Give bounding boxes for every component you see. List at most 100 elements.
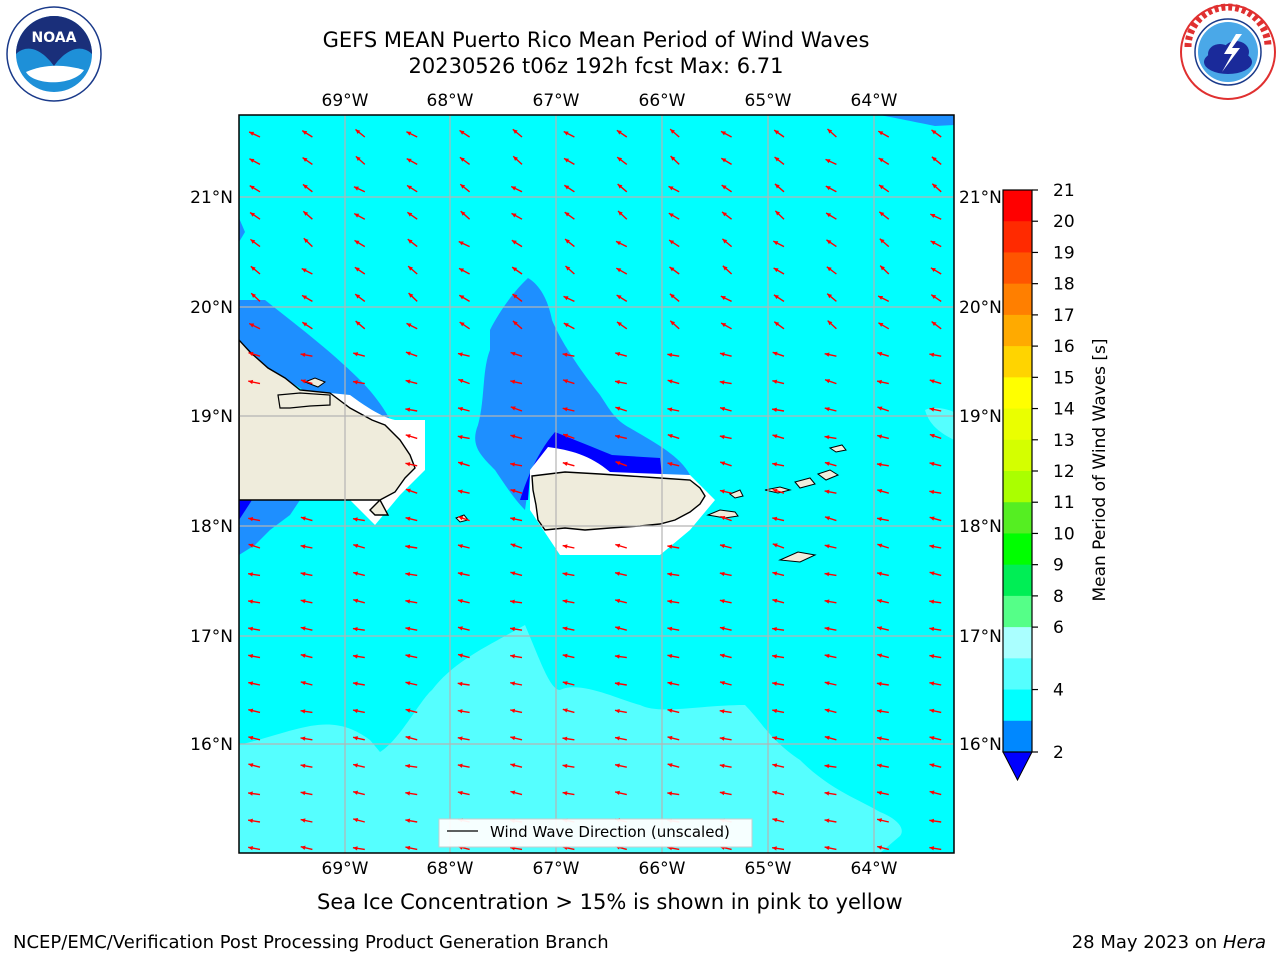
wave-direction-arrow <box>719 434 732 440</box>
wave-direction-arrow <box>512 128 523 138</box>
wave-direction-arrow <box>719 489 732 494</box>
wave-direction-arrow <box>459 321 470 330</box>
wave-direction-arrow <box>510 681 523 686</box>
wave-direction-arrow <box>670 155 680 165</box>
wave-direction-arrow <box>876 598 889 604</box>
wave-direction-arrow <box>721 211 733 220</box>
wave-direction-arrow <box>827 320 837 330</box>
wave-direction-arrow <box>772 681 785 686</box>
wave-direction-arrow <box>772 571 785 577</box>
wave-direction-arrow <box>876 517 889 522</box>
wave-direction-arrow <box>405 379 418 385</box>
wave-direction-arrow <box>460 210 471 220</box>
wave-direction-arrow <box>405 488 418 494</box>
colorbar-segment <box>1003 346 1032 378</box>
lat-label-left: 20°N <box>190 298 233 318</box>
wave-direction-arrow <box>563 295 575 303</box>
wave-direction-arrow <box>510 735 523 741</box>
wave-direction-arrow <box>354 266 366 275</box>
colorbar-tick-label: 2 <box>1053 743 1064 763</box>
colorbar-tick-label: 21 <box>1053 181 1075 201</box>
wave-direction-arrow <box>772 462 785 467</box>
wave-direction-arrow <box>510 654 523 659</box>
wave-direction-arrow <box>772 379 785 385</box>
wave-direction-arrow <box>407 238 418 248</box>
wave-direction-arrow <box>669 293 680 302</box>
wave-direction-arrow <box>825 158 837 166</box>
wave-direction-arrow <box>510 763 523 768</box>
wave-direction-arrow <box>774 156 785 165</box>
wave-direction-arrow <box>669 266 680 275</box>
wave-direction-arrow <box>406 184 418 193</box>
wave-direction-arrow <box>249 211 261 220</box>
wave-direction-arrow <box>720 295 732 303</box>
wave-direction-arrow <box>565 265 575 275</box>
lon-label-top: 67°W <box>533 91 580 111</box>
wave-direction-arrow <box>407 265 418 275</box>
wave-direction-arrow <box>300 680 313 686</box>
wave-direction-arrow <box>406 131 418 138</box>
wave-direction-arrow <box>248 735 261 741</box>
wave-direction-arrow <box>772 654 785 659</box>
wave-direction-arrow <box>615 626 627 631</box>
wave-direction-arrow <box>615 461 628 467</box>
virgin-islands <box>764 444 847 563</box>
wave-direction-arrow <box>878 184 890 193</box>
colorbar-segment <box>1003 221 1032 253</box>
wave-direction-arrow <box>301 267 313 275</box>
wave-direction-arrow <box>300 791 313 796</box>
wave-direction-arrow <box>876 626 889 631</box>
wave-direction-arrow <box>562 736 575 741</box>
wave-direction-arrow <box>563 184 575 193</box>
wave-direction-arrow <box>250 265 261 275</box>
wave-direction-arrow <box>824 653 837 659</box>
wave-direction-arrow <box>876 681 889 687</box>
wave-direction-arrow <box>824 379 837 385</box>
wave-direction-arrow <box>457 626 470 631</box>
lat-label-right: 18°N <box>959 517 1002 537</box>
wave-direction-arrow <box>248 654 261 659</box>
wave-direction-arrow <box>667 461 680 467</box>
wave-direction-arrow <box>615 352 627 357</box>
wave-direction-arrow <box>667 763 680 768</box>
wave-direction-arrow <box>772 598 785 604</box>
colorbar-tick-label: 6 <box>1053 618 1064 638</box>
sea-ice-note: Sea Ice Concentration > 15% is shown in … <box>317 890 903 914</box>
wave-direction-arrow <box>405 791 418 796</box>
colorbar-tick-label: 13 <box>1053 431 1075 451</box>
wave-direction-arrow <box>248 818 261 823</box>
colorbar-tick-label: 14 <box>1053 400 1075 420</box>
wave-direction-arrow <box>824 599 837 604</box>
wave-direction-arrow <box>722 265 733 275</box>
wave-direction-arrow <box>667 572 680 577</box>
blue-zone-hispaniola-south <box>239 500 300 555</box>
wave-direction-arrow <box>300 709 313 714</box>
wave-direction-arrow <box>876 462 889 467</box>
wave-direction-arrow <box>719 763 732 769</box>
wave-direction-arrow <box>773 294 785 302</box>
wave-direction-arrow <box>930 267 942 275</box>
wave-direction-arrow <box>826 266 837 275</box>
wave-direction-arrow <box>248 131 261 138</box>
wave-direction-arrow <box>668 212 680 220</box>
wave-direction-arrow <box>512 155 523 165</box>
lat-label-left: 19°N <box>190 407 233 427</box>
wave-direction-arrow <box>827 128 837 138</box>
wave-direction-arrow <box>667 735 680 741</box>
wave-direction-arrow <box>719 461 732 467</box>
wave-direction-arrow <box>562 681 575 686</box>
colorbar-segment <box>1003 408 1032 441</box>
wave-direction-arrow <box>824 352 837 357</box>
wave-direction-arrow <box>510 571 523 577</box>
lon-label-top: 66°W <box>639 91 686 111</box>
colorbar-segment <box>1003 471 1032 503</box>
wave-direction-arrow <box>876 763 889 768</box>
wave-direction-arrow <box>929 818 942 824</box>
wave-direction-arrow <box>617 183 628 193</box>
wave-direction-arrow <box>614 708 627 714</box>
wave-direction-arrow <box>457 598 470 604</box>
wave-direction-arrow <box>510 599 523 604</box>
wave-direction-arrow <box>931 129 942 138</box>
wave-direction-arrow <box>824 626 837 631</box>
